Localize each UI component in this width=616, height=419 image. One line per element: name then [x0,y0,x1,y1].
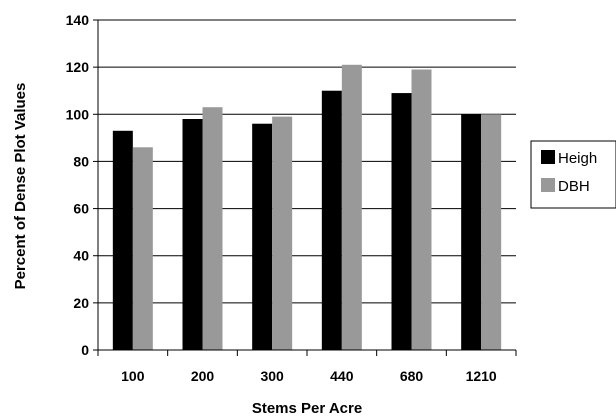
bar-heigh-100 [112,130,133,350]
x-tick-label: 440 [330,368,354,384]
y-tick-label: 140 [66,12,90,28]
y-tick-label: 20 [73,295,89,311]
bar-heigh-200 [182,119,203,350]
x-tick-label: 680 [400,368,424,384]
y-tick-label: 80 [73,153,89,169]
y-tick-label: 60 [73,201,89,217]
bar-dbh-1210 [481,114,502,351]
legend-swatch-heigh [541,150,555,164]
x-tick-label: 300 [260,368,284,384]
legend-label-dbh: DBH [558,178,590,195]
x-tick-label: 100 [121,368,145,384]
x-tick-label: 200 [191,368,215,384]
legend-swatch-dbh [541,178,555,192]
bar-heigh-300 [252,123,273,350]
axes [93,19,517,356]
bars [112,64,502,351]
y-tick-label: 100 [66,106,90,122]
bar-heigh-1210 [461,114,482,351]
bar-dbh-200 [202,107,223,350]
bar-dbh-680 [411,69,432,350]
y-tick-label: 40 [73,248,89,264]
gridlines [98,19,516,304]
bar-dbh-440 [341,64,362,351]
x-axis-title: Stems Per Acre [252,400,362,417]
legend-label-heigh: Heigh [558,150,597,167]
y-tick-label: 120 [66,59,90,75]
bar-heigh-680 [391,93,412,351]
legend: Heigh DBH [530,140,616,209]
bar-heigh-440 [321,90,342,350]
x-tick-labels: 100 200 300 440 680 1210 [121,368,497,384]
y-axis-title: Percent of Dense Plot Values [12,83,29,290]
bar-dbh-100 [132,147,153,350]
y-tick-label: 0 [81,342,89,358]
y-tick-labels: 0 20 40 60 80 100 120 140 [66,12,90,358]
bar-dbh-300 [272,116,293,351]
x-tick-label: 1210 [466,368,497,384]
